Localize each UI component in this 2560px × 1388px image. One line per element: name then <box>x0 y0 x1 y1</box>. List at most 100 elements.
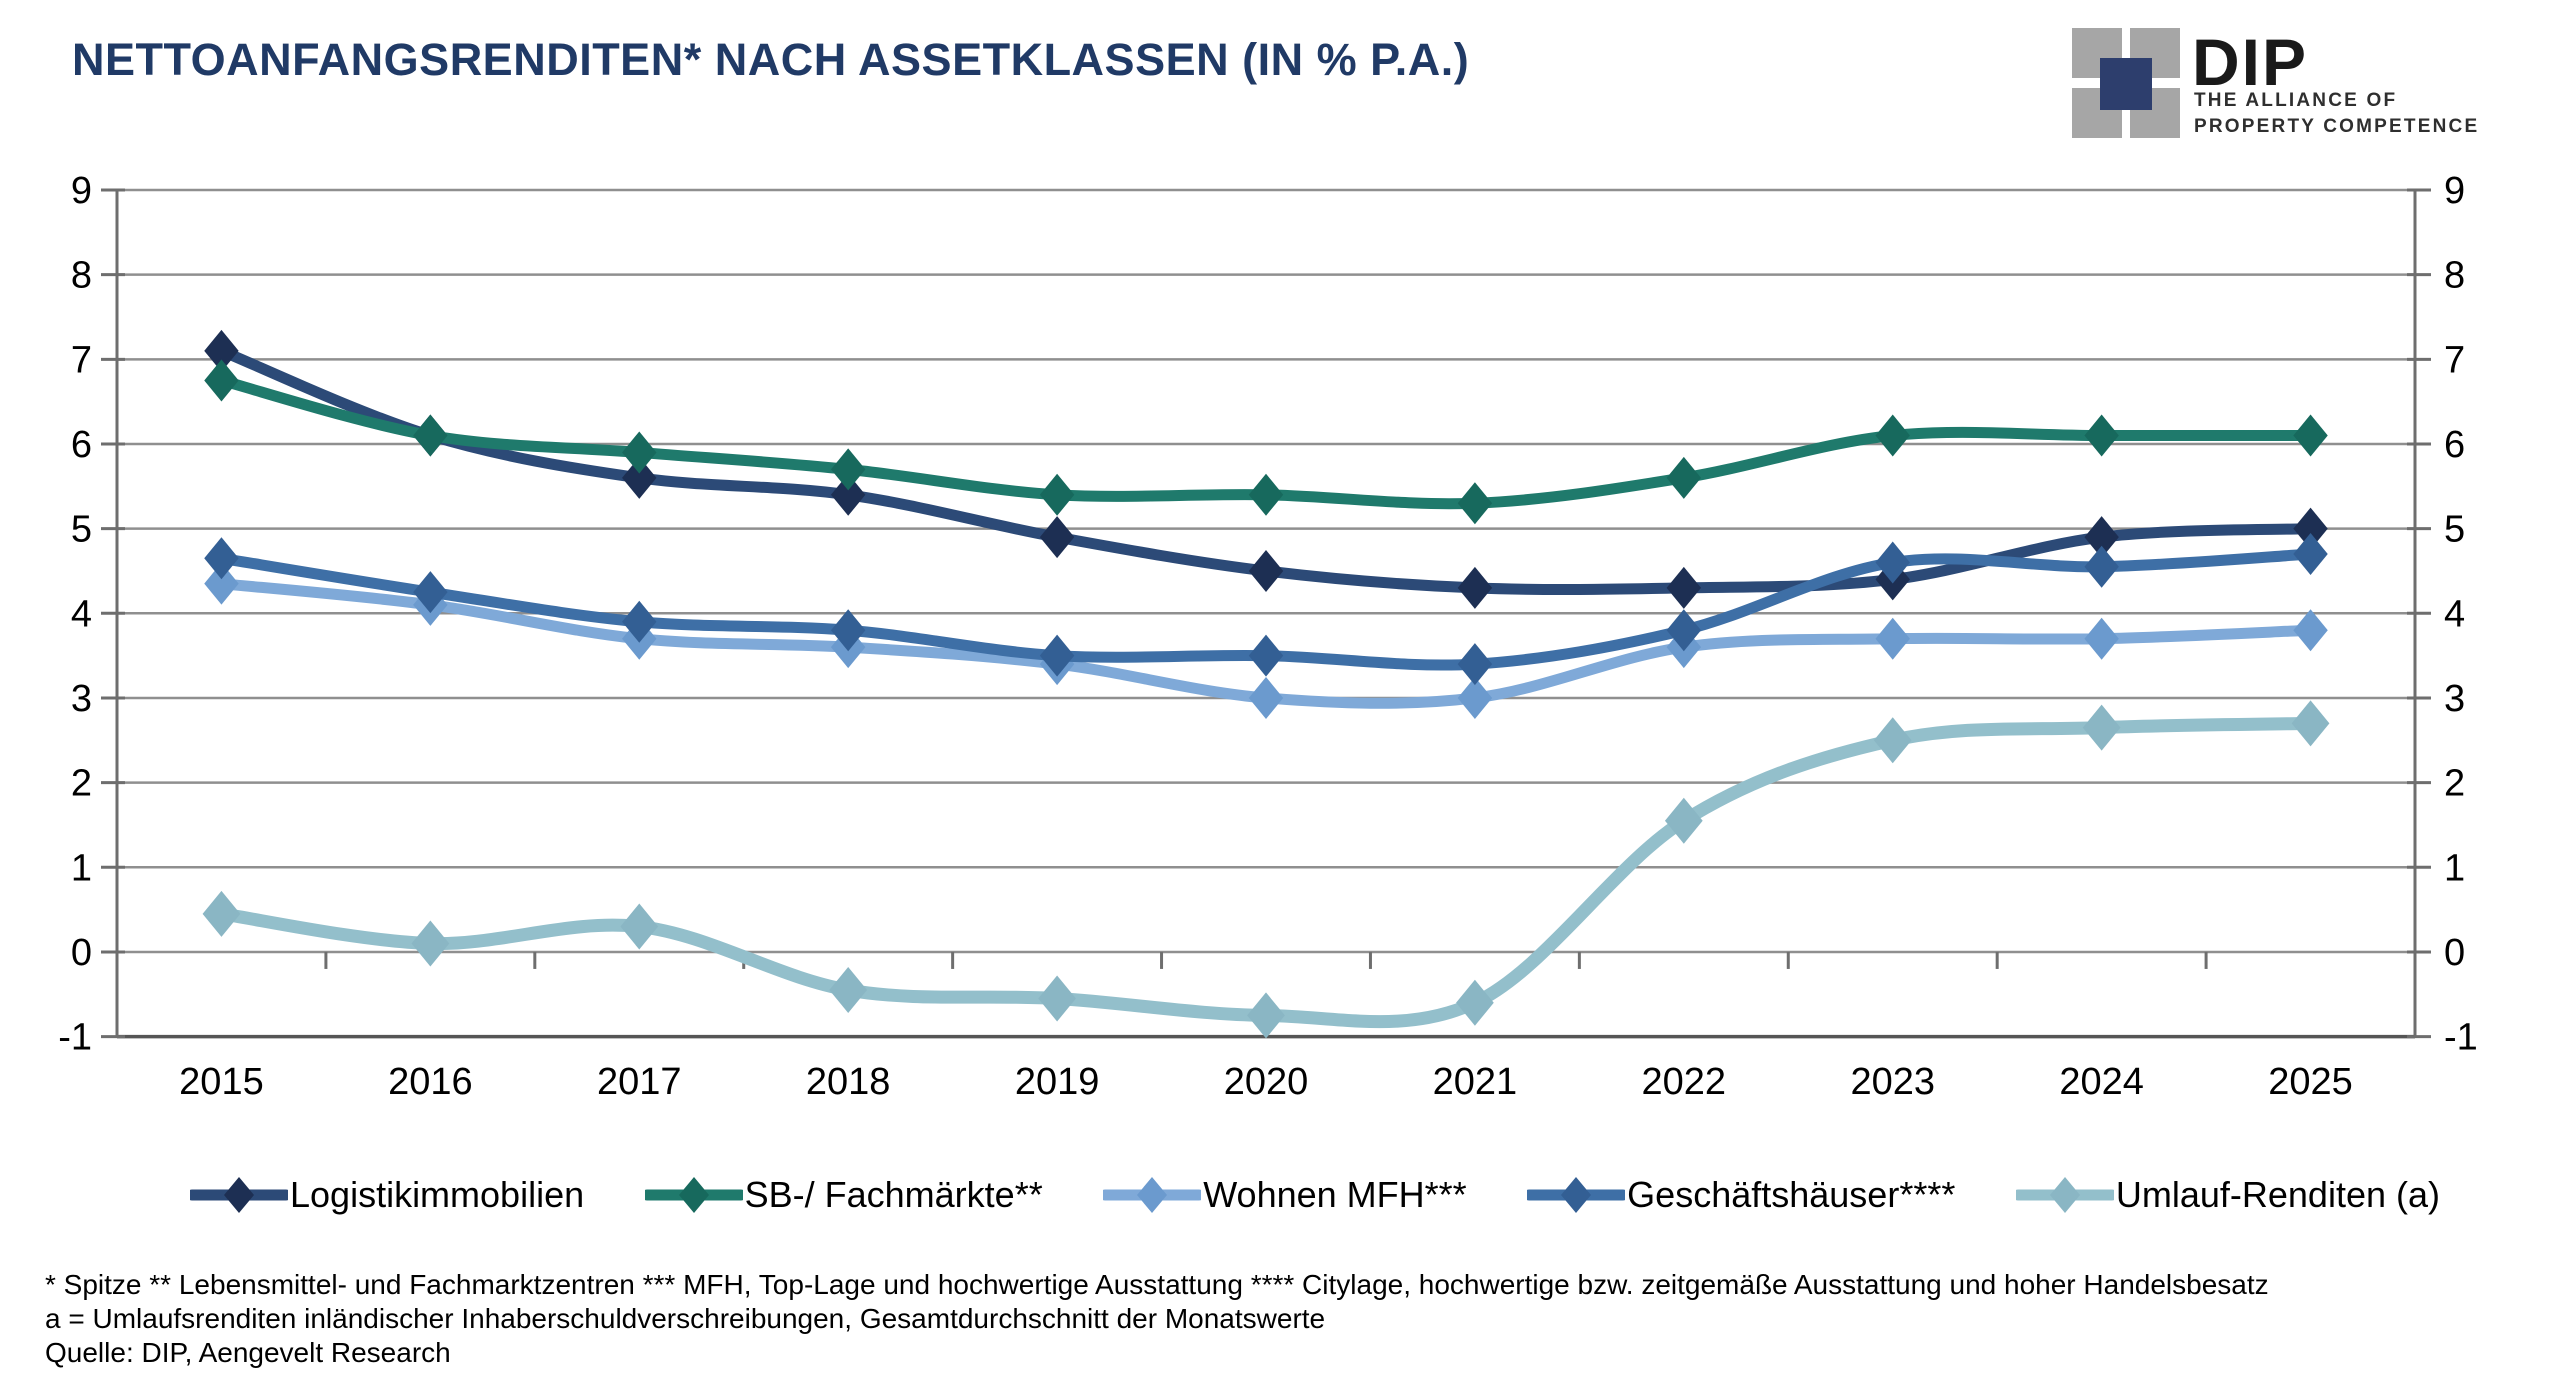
data-point-wohnen-mfh-2023 <box>1875 617 1910 660</box>
data-point-gesch-ftsh-user-2024 <box>2084 545 2119 588</box>
data-point-wohnen-mfh-2025 <box>2293 609 2328 652</box>
legend-marker-umlauf-renditen-a-icon <box>2015 1177 2114 1213</box>
data-point-sb-fachm-rkte-2019 <box>1039 473 1075 516</box>
data-point-umlauf-renditen-a-2025 <box>2291 700 2330 747</box>
data-point-sb-fachm-rkte-2015 <box>204 359 239 402</box>
data-point-umlauf-renditen-a-2022 <box>1664 797 1703 844</box>
data-point-umlauf-renditen-a-2018 <box>829 967 868 1014</box>
svg-text:0: 0 <box>71 932 92 974</box>
svg-text:9: 9 <box>71 170 92 212</box>
series-gesch-ftsh-user <box>204 533 2328 686</box>
series-line-umlauf-renditen-a <box>214 716 2318 1029</box>
legend-item-umlauf-renditen-a: Umlauf-Renditen (a) <box>2015 1172 2440 1218</box>
svg-text:8: 8 <box>2444 255 2465 297</box>
data-point-sb-fachm-rkte-2025 <box>2293 414 2328 457</box>
data-point-umlauf-renditen-a-2016 <box>411 920 450 967</box>
legend-item-gesch-ftsh-user: Geschäftshäuser**** <box>1527 1172 1955 1218</box>
legend-marker-sb-fachm-rkte-icon <box>644 1177 743 1213</box>
legend-label-umlauf-renditen-a: Umlauf-Renditen (a) <box>2115 1174 2440 1215</box>
data-point-gesch-ftsh-user-2025 <box>2293 533 2328 576</box>
data-point-umlauf-renditen-a-2015 <box>202 890 241 937</box>
data-point-gesch-ftsh-user-2023 <box>1875 541 1910 584</box>
data-point-wohnen-mfh-2021 <box>1457 676 1493 719</box>
svg-text:2023: 2023 <box>1850 1061 1935 1103</box>
data-point-umlauf-renditen-a-2019 <box>1038 975 1076 1022</box>
dip-logo-brand: DIP <box>2192 25 2309 99</box>
footnotes: * Spitze ** Lebensmittel- und Fachmarktz… <box>45 1268 2269 1370</box>
svg-text:2020: 2020 <box>1224 1061 1309 1103</box>
svg-text:2025: 2025 <box>2268 1061 2353 1103</box>
svg-text:4: 4 <box>71 593 92 635</box>
data-point-umlauf-renditen-a-2023 <box>1873 717 1912 764</box>
footnote-line-3: Quelle: DIP, Aengevelt Research <box>45 1337 451 1368</box>
data-point-umlauf-renditen-a-2024 <box>2082 704 2121 751</box>
data-point-sb-fachm-rkte-2017 <box>622 431 657 474</box>
legend-marker-wohnen-mfh-icon <box>1103 1177 1202 1213</box>
dip-logo-tagline-2: PROPERTY COMPETENCE <box>2194 116 2480 137</box>
svg-text:-1: -1 <box>2444 1017 2478 1059</box>
svg-text:2021: 2021 <box>1433 1061 1518 1103</box>
data-point-logistikimmobilien-2025 <box>2293 507 2328 550</box>
svg-text:2022: 2022 <box>1642 1061 1727 1103</box>
svg-text:3: 3 <box>71 678 92 720</box>
data-point-logistikimmobilien-2015 <box>204 329 239 372</box>
data-point-logistikimmobilien-2020 <box>1248 549 1284 592</box>
data-point-sb-fachm-rkte-2024 <box>2084 414 2119 457</box>
data-point-logistikimmobilien-2017 <box>622 456 657 499</box>
legend-item-wohnen-mfh: Wohnen MFH*** <box>1103 1172 1467 1218</box>
data-point-logistikimmobilien-2022 <box>1666 566 1702 609</box>
data-point-umlauf-renditen-a-2021 <box>1456 979 1494 1026</box>
svg-text:3: 3 <box>2444 678 2465 720</box>
svg-text:9: 9 <box>2444 170 2465 212</box>
data-point-wohnen-mfh-2015 <box>204 562 239 605</box>
legend-marker-gesch-ftsh-user-icon <box>1527 1177 1626 1213</box>
data-point-sb-fachm-rkte-2023 <box>1875 414 1910 457</box>
svg-text:2017: 2017 <box>597 1061 682 1103</box>
footnote-line-1: * Spitze ** Lebensmittel- und Fachmarktz… <box>45 1269 2269 1300</box>
legend-label-wohnen-mfh: Wohnen MFH*** <box>1203 1174 1467 1215</box>
dip-logo: DIP THE ALLIANCE OF PROPERTY COMPETENCE <box>2072 24 2542 149</box>
svg-text:7: 7 <box>71 339 92 381</box>
svg-text:0: 0 <box>2444 932 2465 974</box>
svg-text:5: 5 <box>2444 509 2465 551</box>
dip-logo-tagline-1: THE ALLIANCE OF <box>2194 90 2398 111</box>
chart-legend: Logistikimmobilien SB-/ Fachmärkte** Wohne… <box>190 1163 2440 1227</box>
data-point-umlauf-renditen-a-2020 <box>1247 992 1285 1039</box>
legend-item-logistikimmobilien: Logistikimmobilien <box>190 1172 584 1218</box>
legend-label-gesch-ftsh-user: Geschäftshäuser**** <box>1627 1174 1956 1215</box>
svg-text:2: 2 <box>71 763 92 805</box>
data-point-logistikimmobilien-2021 <box>1457 566 1493 609</box>
data-point-wohnen-mfh-2020 <box>1248 676 1284 719</box>
data-point-gesch-ftsh-user-2019 <box>1039 634 1075 677</box>
svg-text:2015: 2015 <box>179 1061 264 1103</box>
svg-text:2024: 2024 <box>2059 1061 2144 1103</box>
svg-text:4: 4 <box>2444 593 2465 635</box>
svg-text:8: 8 <box>71 255 92 297</box>
svg-text:2019: 2019 <box>1015 1061 1100 1103</box>
series-wohnen-mfh <box>204 562 2328 719</box>
footnote-line-2: a = Umlaufsrenditen inländischer Inhaber… <box>45 1303 1326 1334</box>
data-point-gesch-ftsh-user-2018 <box>830 609 866 652</box>
legend-label-sb-fachm-rkte: SB-/ Fachmärkte** <box>744 1174 1043 1215</box>
svg-text:2018: 2018 <box>806 1061 891 1103</box>
data-point-gesch-ftsh-user-2021 <box>1457 643 1493 686</box>
data-point-umlauf-renditen-a-2017 <box>620 903 659 950</box>
svg-text:7: 7 <box>2444 339 2465 381</box>
svg-text:2016: 2016 <box>388 1061 473 1103</box>
svg-text:6: 6 <box>2444 424 2465 466</box>
data-point-logistikimmobilien-2019 <box>1039 516 1075 559</box>
svg-text:-1: -1 <box>58 1017 92 1059</box>
series-logistikimmobilien <box>204 329 2328 609</box>
x-axis-labels: 2015 2016 2017 2018 2019 2020 2021 2022 2023 2024… <box>179 1061 2353 1103</box>
data-point-gesch-ftsh-user-2017 <box>622 600 657 643</box>
svg-text:6: 6 <box>71 424 92 466</box>
data-point-gesch-ftsh-user-2020 <box>1248 634 1284 677</box>
data-point-logistikimmobilien-2024 <box>2084 516 2119 559</box>
data-point-sb-fachm-rkte-2018 <box>830 448 866 491</box>
series-sb-fachm-rkte <box>204 359 2328 525</box>
svg-text:1: 1 <box>71 847 92 889</box>
data-point-sb-fachm-rkte-2016 <box>413 414 448 457</box>
legend-marker-logistikimmobilien-icon <box>190 1177 288 1213</box>
data-point-gesch-ftsh-user-2022 <box>1666 609 1702 652</box>
